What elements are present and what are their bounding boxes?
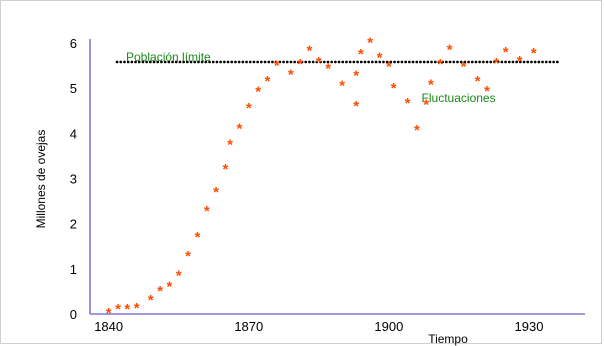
x-tick-label: 1870: [234, 319, 263, 334]
data-point: *: [447, 42, 453, 59]
y-tick-label: 6: [70, 36, 77, 51]
data-point: *: [223, 161, 229, 178]
x-tick-label: 1900: [374, 319, 403, 334]
y-axis-label: Millones de ovejas: [34, 130, 48, 229]
data-point: *: [246, 100, 252, 117]
data-point: *: [391, 80, 397, 97]
y-tick-label: 5: [70, 81, 77, 96]
data-point: *: [297, 56, 303, 73]
data-point: *: [157, 283, 163, 300]
data-point: *: [405, 95, 411, 112]
data-point: *: [106, 305, 112, 322]
data-point: *: [367, 35, 373, 52]
y-tick-label: 0: [70, 307, 77, 322]
data-point: *: [255, 84, 261, 101]
x-tick-label: 1840: [94, 319, 123, 334]
data-point: *: [325, 60, 331, 77]
data-point: *: [531, 45, 537, 62]
data-point: *: [517, 53, 523, 70]
data-point: *: [194, 229, 200, 246]
data-point: *: [227, 136, 233, 153]
data-point: *: [213, 184, 219, 201]
x-tick-label: 1930: [515, 319, 544, 334]
data-point: *: [265, 73, 271, 90]
data-point: *: [288, 66, 294, 83]
fluctuations-annotation: Fluctuaciones: [422, 91, 496, 105]
data-point: *: [204, 203, 210, 220]
data-point: *: [274, 57, 280, 74]
y-tick-label: 1: [70, 262, 77, 277]
data-point: *: [353, 68, 359, 85]
data-point: *: [414, 122, 420, 139]
data-point: *: [134, 300, 140, 317]
data-point: *: [124, 301, 130, 318]
data-point: *: [503, 44, 509, 61]
y-tick-label: 2: [70, 217, 77, 232]
data-point: *: [386, 59, 392, 76]
y-tick-label: 4: [70, 126, 77, 141]
data-point: *: [176, 267, 182, 284]
data-point: *: [166, 279, 172, 296]
data-point: *: [484, 83, 490, 100]
data-point: *: [437, 56, 443, 73]
data-point: *: [493, 55, 499, 72]
data-point: *: [461, 59, 467, 76]
data-point: *: [423, 97, 429, 114]
data-point: *: [237, 121, 243, 138]
data-point: *: [358, 46, 364, 63]
data-point: *: [475, 73, 481, 90]
data-point: *: [339, 78, 345, 95]
limit-line-label: Población límite: [126, 50, 211, 64]
data-point: *: [148, 292, 154, 309]
data-point: *: [115, 301, 121, 318]
data-point: *: [316, 54, 322, 71]
data-point: *: [428, 77, 434, 94]
data-point: *: [353, 98, 359, 115]
y-tick-label: 3: [70, 172, 77, 187]
data-point: *: [185, 248, 191, 265]
x-axis-label: Tiempo: [428, 332, 468, 346]
data-point: *: [307, 42, 313, 59]
data-point: *: [377, 50, 383, 67]
